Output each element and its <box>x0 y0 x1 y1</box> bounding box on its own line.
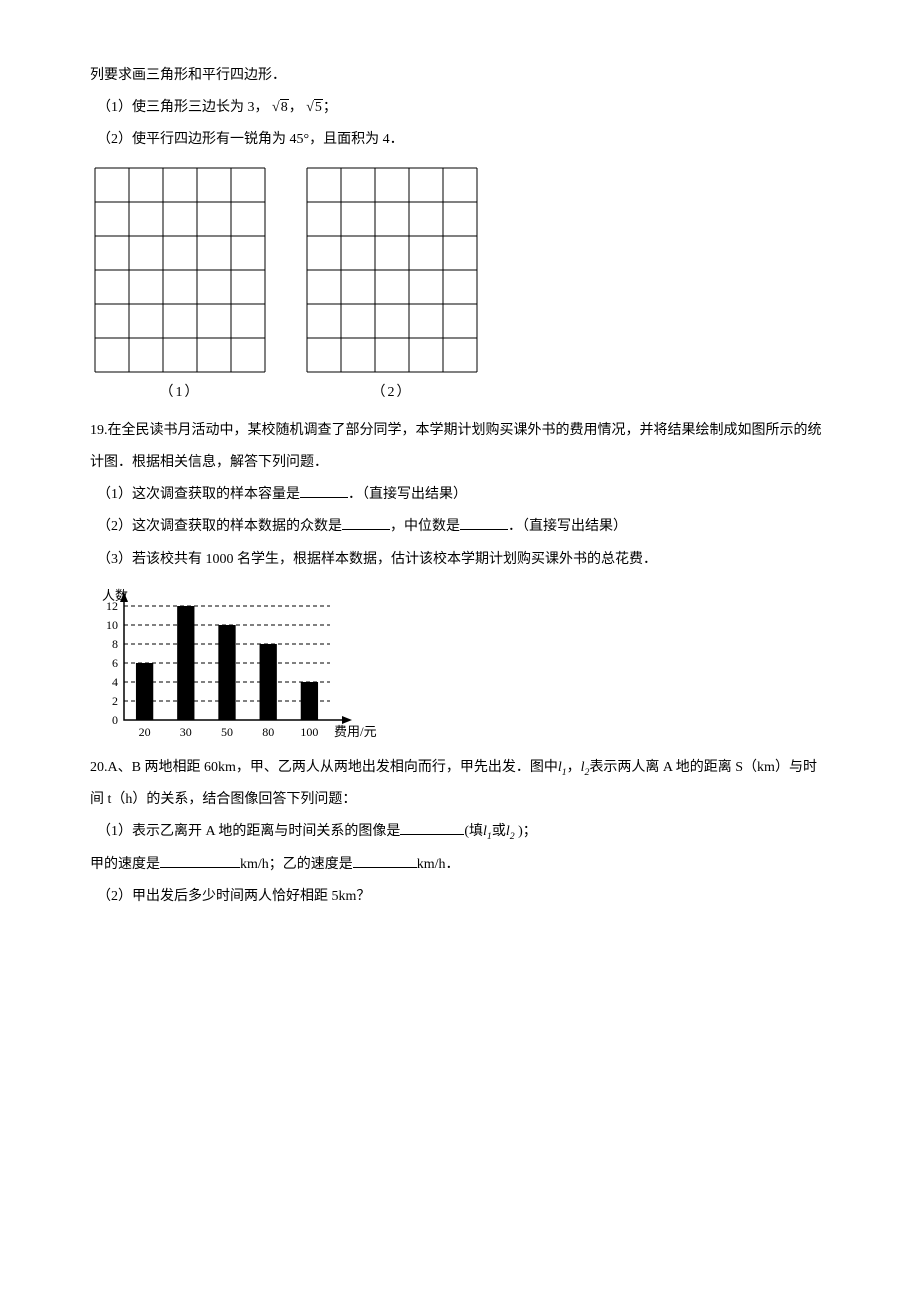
p19-s2c: ．（直接写出结果） <box>508 519 627 534</box>
p20-lead-b: ， <box>567 760 581 775</box>
blank-mode <box>342 515 390 530</box>
grid-label-1: （1） <box>94 377 266 409</box>
p20-s2c: km/h． <box>417 857 460 872</box>
bar-chart: 24681012020305080100人数费用/元 <box>90 584 390 744</box>
p19-lead: 19.在全民读书月活动中，某校随机调查了部分同学，本学期计划购买课外书的费用情况… <box>90 415 830 479</box>
p19-s2a: （2）这次调查获取的样本数据的众数是 <box>97 519 342 534</box>
p19-s1b: ．（直接写出结果） <box>348 487 467 502</box>
blank-sample-size <box>300 483 348 498</box>
intro-line: 列要求画三角形和平行四边形． <box>90 60 830 92</box>
p19-s2: （2）这次调查获取的样本数据的众数是 ，中位数是 ．（直接写出结果） <box>90 511 830 543</box>
p20-s2b: km/h；乙的速度是 <box>240 857 353 872</box>
svg-text:10: 10 <box>106 618 118 632</box>
svg-text:20: 20 <box>139 725 151 739</box>
blank-graph-choice <box>400 820 464 835</box>
sqrt-5: √5 <box>306 99 323 115</box>
svg-text:100: 100 <box>300 725 318 739</box>
svg-text:30: 30 <box>180 725 192 739</box>
svg-text:费用/元: 费用/元 <box>334 724 377 739</box>
grid-block-2: （2） <box>306 167 478 409</box>
q1-suffix: ； <box>323 100 337 115</box>
sub-q1: （1）使三角形三边长为 3， √8， √5； <box>90 92 830 124</box>
p19-s1a: （1）这次调查获取的样本容量是 <box>97 487 300 502</box>
l1-symbol: l1 <box>558 760 567 775</box>
bar-chart-wrap: 24681012020305080100人数费用/元 <box>90 584 830 744</box>
grid-1 <box>94 167 266 373</box>
grid-label-2: （2） <box>306 377 478 409</box>
p20-s2a: 甲的速度是 <box>90 857 160 872</box>
p20-s1a: （1）表示乙离开 A 地的距离与时间关系的图像是 <box>97 824 400 839</box>
sqrt-8: √8 <box>272 99 289 115</box>
q1-mid: ， <box>289 100 303 115</box>
sub-q2: （2）使平行四边形有一锐角为 45°，且面积为 4． <box>90 124 830 156</box>
blank-speed-jia <box>160 853 240 868</box>
l1-symbol-2: l1 <box>483 824 492 839</box>
grid-block-1: （1） <box>94 167 266 409</box>
blank-speed-yi <box>353 853 417 868</box>
svg-text:50: 50 <box>221 725 233 739</box>
q1-prefix: （1）使三角形三边长为 3， <box>97 100 269 115</box>
svg-text:2: 2 <box>112 694 118 708</box>
p20-s1d: )； <box>515 824 537 839</box>
svg-text:0: 0 <box>112 713 118 727</box>
svg-text:6: 6 <box>112 656 118 670</box>
svg-text:80: 80 <box>262 725 274 739</box>
grids-row: （1） （2） <box>94 167 830 409</box>
p20-s1b: (填 <box>464 824 483 839</box>
svg-text:4: 4 <box>112 675 118 689</box>
p20-s1c: 或 <box>492 824 506 839</box>
p19-s3: （3）若该校共有 1000 名学生，根据样本数据，估计该校本学期计划购买课外书的… <box>90 544 830 576</box>
l2-symbol-2: l2 <box>506 824 515 839</box>
p20-s3: （2）甲出发后多少时间两人恰好相距 5km？ <box>90 881 830 913</box>
p20-lead: 20.A、B 两地相距 60km，甲、乙两人从两地出发相向而行，甲先出发．图中l… <box>90 752 830 817</box>
grid-2 <box>306 167 478 373</box>
p20-s1: （1）表示乙离开 A 地的距离与时间关系的图像是 (填l1或l2 )； <box>90 816 830 848</box>
p19-s2b: ，中位数是 <box>390 519 460 534</box>
blank-median <box>460 515 508 530</box>
svg-text:人数: 人数 <box>102 588 128 603</box>
p19-s1: （1）这次调查获取的样本容量是 ．（直接写出结果） <box>90 479 830 511</box>
p20-s2: 甲的速度是 km/h；乙的速度是 km/h． <box>90 849 830 881</box>
p20-lead-a: 20.A、B 两地相距 60km，甲、乙两人从两地出发相向而行，甲先出发．图中 <box>90 760 558 775</box>
svg-text:8: 8 <box>112 637 118 651</box>
